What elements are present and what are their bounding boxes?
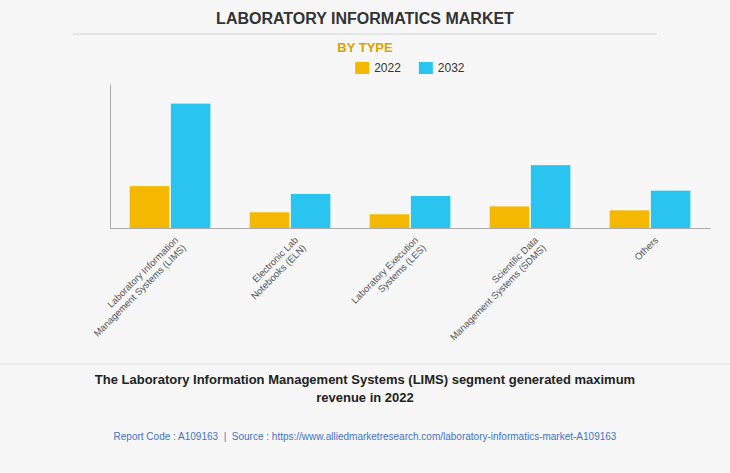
tick-label: Laboratory InformationManagement Systems… (84, 234, 188, 338)
chart: LABORATORY INFORMATICS MARKET BY TYPE Labo… (0, 0, 730, 473)
annotation: The Laboratory Information Management Sy… (95, 372, 635, 405)
legend-swatch (355, 62, 369, 74)
bar (411, 196, 451, 228)
tick-label: Laboratory ExecutionSystems (LES) (349, 234, 428, 313)
legend-swatch (419, 62, 433, 74)
bars (130, 104, 691, 228)
axis-line (111, 228, 711, 229)
text-line: revenue in 2022 (316, 390, 414, 405)
x-tick: Laboratory ExecutionSystems (LES) (349, 234, 428, 313)
subtitle: BY TYPE (337, 40, 393, 55)
bar-series (171, 104, 691, 228)
bar (291, 194, 331, 228)
separator (0, 364, 730, 365)
annotation: Report Code : A109163 | Source : https:/… (114, 431, 617, 442)
tick-label: Scientific DataManagement Systems (SDMS) (440, 234, 549, 343)
legend-item: 2032 (419, 61, 465, 75)
tick-label: Others (632, 234, 660, 262)
bar (171, 104, 211, 228)
x-tick: Electronic LabNotebooks (ELN) (241, 234, 308, 301)
text-line: Systems (LES) (375, 242, 428, 295)
text-line: Management Systems (SDMS) (448, 242, 548, 342)
text-line: Others (632, 234, 660, 262)
tick-label: Electronic LabNotebooks (ELN) (241, 234, 308, 301)
text-line: Notebooks (ELN) (249, 242, 308, 301)
separator (73, 34, 657, 35)
legend-label: 2032 (438, 61, 465, 75)
bar (250, 212, 290, 228)
legend-item: 2022 (355, 61, 401, 75)
title: LABORATORY INFORMATICS MARKET (216, 10, 514, 27)
bar (490, 206, 530, 228)
text-line: Laboratory Information (105, 234, 180, 309)
x-axis: Laboratory InformationManagement Systems… (84, 229, 711, 343)
bar (651, 191, 691, 228)
text-line: Laboratory Execution (349, 234, 420, 305)
y-axis (110, 85, 111, 229)
text-line: Management Systems (LIMS) (91, 242, 188, 339)
bar (370, 214, 410, 228)
x-tick: Laboratory InformationManagement Systems… (84, 234, 188, 338)
text-line: The Laboratory Information Management Sy… (95, 372, 635, 387)
bar (610, 210, 650, 228)
legend-label: 2022 (374, 61, 401, 75)
x-tick: Others (632, 234, 660, 262)
legend: 2022 2032 (355, 61, 465, 75)
x-tick: Scientific DataManagement Systems (SDMS) (440, 234, 549, 343)
bar (531, 165, 571, 228)
bar (130, 186, 170, 228)
axis-line (110, 85, 111, 229)
